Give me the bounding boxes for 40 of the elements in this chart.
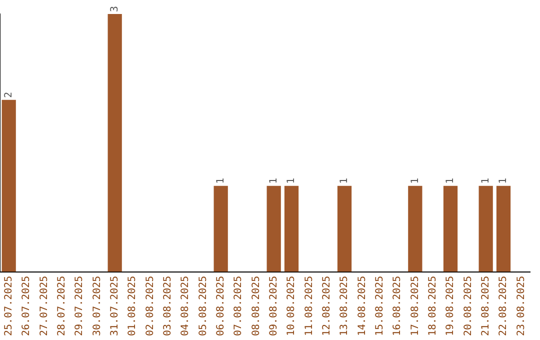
x-tick-label: 14.08.2025 bbox=[356, 276, 368, 336]
data-label: 1 bbox=[498, 178, 510, 184]
x-tick-label: 23.08.2025 bbox=[516, 276, 527, 336]
data-label: 1 bbox=[268, 178, 280, 184]
x-tick-label: 18.08.2025 bbox=[427, 276, 438, 336]
x-tick-label: 08.08.2025 bbox=[250, 276, 262, 336]
x-tick-label: 13.08.2025 bbox=[339, 276, 350, 336]
x-tick-label: 31.07.2025 bbox=[109, 276, 120, 336]
x-tick-label: 25.07.2025 bbox=[3, 276, 14, 336]
x-tick-label: 19.08.2025 bbox=[445, 276, 456, 336]
x-tick-label: 04.08.2025 bbox=[180, 276, 192, 336]
data-label: 1 bbox=[410, 178, 421, 184]
data-label: 1 bbox=[339, 178, 350, 184]
x-tick-label: 17.08.2025 bbox=[410, 276, 421, 336]
x-tick-label: 26.07.2025 bbox=[21, 276, 32, 336]
x-tick-label: 22.08.2025 bbox=[498, 276, 510, 336]
data-label: 1 bbox=[286, 178, 298, 184]
x-tick-label: 30.07.2025 bbox=[92, 276, 103, 336]
x-tick-label: 07.08.2025 bbox=[233, 276, 244, 336]
x-tick-label: 15.08.2025 bbox=[374, 276, 386, 336]
x-tick-label: 21.08.2025 bbox=[480, 276, 492, 336]
data-label: 1 bbox=[480, 178, 492, 184]
x-tick-label: 27.07.2025 bbox=[38, 276, 50, 336]
x-tick-label: 01.08.2025 bbox=[127, 276, 138, 336]
x-tick-label: 16.08.2025 bbox=[392, 276, 404, 336]
x-tick-label: 03.08.2025 bbox=[162, 276, 174, 336]
data-label: 1 bbox=[215, 178, 226, 184]
x-tick-label: 05.08.2025 bbox=[198, 276, 209, 336]
data-label: 1 bbox=[445, 178, 456, 184]
x-tick-label: 20.08.2025 bbox=[462, 276, 474, 336]
x-tick-label: 02.08.2025 bbox=[144, 276, 156, 336]
x-tick-label: 12.08.2025 bbox=[321, 276, 332, 336]
x-tick-label: 09.08.2025 bbox=[268, 276, 280, 336]
x-tick-label: 28.07.2025 bbox=[56, 276, 68, 336]
x-tick-label: 29.07.2025 bbox=[74, 276, 86, 336]
x-tick-label: 10.08.2025 bbox=[286, 276, 298, 336]
x-tick-label: 06.08.2025 bbox=[215, 276, 226, 336]
x-tick-label: 11.08.2025 bbox=[304, 276, 315, 336]
data-label: 3 bbox=[109, 6, 120, 12]
data-label: 2 bbox=[3, 92, 14, 98]
